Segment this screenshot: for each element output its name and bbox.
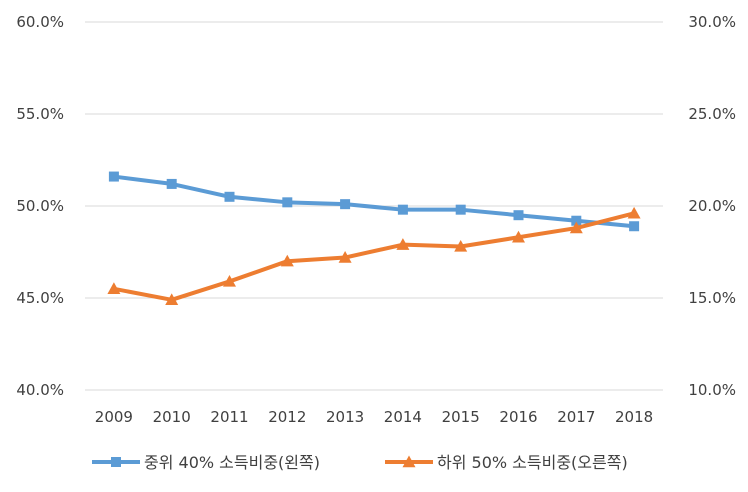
- data-point: [340, 199, 351, 210]
- data-point: [224, 191, 235, 202]
- series-2: [107, 206, 641, 306]
- x-tick-label: 2011: [210, 408, 248, 426]
- data-point: [454, 239, 468, 252]
- data-point: [338, 251, 352, 263]
- legend-item-2: 하위 50% 소득비중(오른쪽): [385, 453, 628, 472]
- left-tick-label: 50.0%: [16, 197, 64, 215]
- x-tick-label: 2015: [442, 408, 480, 426]
- data-point: [629, 221, 640, 232]
- data-point: [165, 293, 179, 306]
- data-point: [166, 178, 177, 189]
- x-tick-label: 2018: [615, 408, 653, 426]
- data-point: [280, 254, 294, 267]
- data-point: [108, 171, 119, 182]
- legend-item-1: 중위 40% 소득비중(왼쪽): [92, 453, 320, 472]
- data-point: [282, 197, 293, 208]
- data-point: [571, 215, 582, 226]
- right-tick-label: 30.0%: [688, 13, 736, 31]
- legend-label: 중위 40% 소득비중(왼쪽): [144, 453, 320, 472]
- left-tick-label: 45.0%: [16, 289, 64, 307]
- right-tick-label: 20.0%: [688, 197, 736, 215]
- left-tick-label: 40.0%: [16, 381, 64, 399]
- series-1: [108, 171, 640, 232]
- data-point: [396, 238, 410, 250]
- x-tick-label: 2010: [153, 408, 191, 426]
- legend-marker: [111, 457, 121, 467]
- data-point: [397, 204, 408, 215]
- data-point: [455, 204, 466, 215]
- series-line: [111, 174, 637, 229]
- x-tick-label: 2009: [95, 408, 133, 426]
- x-axis: 2009 2010 2011 2012 2013 2014 2015 2016 2017 2018: [95, 408, 653, 426]
- legend: 중위 40% 소득비중(왼쪽) 하위 50% 소득비중(오른쪽): [92, 453, 628, 472]
- x-tick-label: 2017: [557, 408, 595, 426]
- data-point: [107, 282, 121, 294]
- right-tick-label: 15.0%: [688, 289, 736, 307]
- data-point: [569, 221, 583, 234]
- series-group: [107, 171, 641, 306]
- legend-label: 하위 50% 소득비중(오른쪽): [437, 453, 628, 472]
- left-axis: 60.0% 55.0% 50.0% 45.0% 40.0%: [16, 13, 64, 399]
- legend-marker: [402, 455, 416, 468]
- x-tick-label: 2013: [326, 408, 364, 426]
- x-tick-label: 2016: [499, 408, 537, 426]
- data-point: [512, 230, 525, 243]
- left-tick-label: 60.0%: [16, 13, 64, 31]
- right-axis: 30.0% 25.0% 20.0% 15.0% 10.0%: [688, 13, 736, 399]
- right-tick-label: 25.0%: [688, 105, 736, 123]
- data-point: [627, 206, 641, 219]
- left-tick-label: 55.0%: [16, 105, 64, 123]
- data-point: [513, 210, 524, 221]
- x-tick-label: 2012: [268, 408, 306, 426]
- right-tick-label: 10.0%: [688, 381, 736, 399]
- x-tick-label: 2014: [384, 408, 422, 426]
- data-point: [223, 274, 236, 287]
- series-line: [111, 211, 637, 302]
